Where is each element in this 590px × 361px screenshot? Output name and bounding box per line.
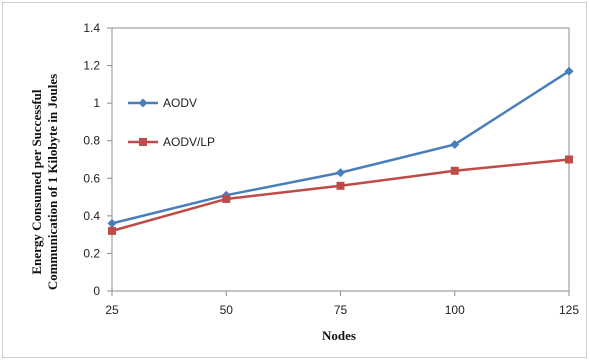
- data-point: [336, 181, 345, 190]
- data-point: [336, 168, 345, 178]
- y-tick-label: 1: [93, 96, 100, 110]
- x-tick-label: 125: [559, 303, 579, 317]
- y-tick-label: 0.4: [83, 209, 100, 223]
- legend-item: AODV: [128, 96, 197, 110]
- data-point: [107, 218, 117, 228]
- axis-tick-marks: [107, 27, 570, 296]
- legend: AODV AODV/LP: [128, 96, 215, 149]
- y-tick-label: 0.6: [83, 171, 100, 185]
- x-tick-label: 25: [105, 303, 119, 317]
- legend-label: AODV/LP: [163, 135, 215, 149]
- data-point: [222, 194, 231, 203]
- y-tick-label: 1.2: [83, 59, 100, 73]
- legend-label: AODV: [163, 96, 197, 110]
- data-point: [450, 139, 460, 149]
- x-axis-title: Nodes: [322, 328, 356, 343]
- series-group: [107, 66, 574, 235]
- series-aodv-lp: [108, 155, 573, 235]
- x-tick-label: 100: [445, 303, 465, 317]
- y-axis-title-line1: Energy Consumed per Successful: [29, 89, 44, 274]
- legend-marker: [139, 138, 147, 146]
- plot-area: [111, 27, 570, 292]
- y-tick-label: 0: [93, 284, 100, 298]
- x-tick-labels: 25 50 75 100 125: [105, 303, 579, 317]
- data-point: [564, 66, 574, 76]
- data-point: [450, 166, 459, 175]
- legend-item: AODV/LP: [128, 135, 215, 149]
- y-axis-title-line2: Communication of 1 Kilobyte in Joules: [45, 74, 60, 290]
- y-tick-label: 0.8: [83, 134, 100, 148]
- y-tick-label: 0.2: [83, 246, 100, 260]
- chart-frame: [2, 2, 587, 358]
- data-point: [565, 155, 573, 164]
- y-tick-label: 1.4: [83, 21, 100, 35]
- y-tick-labels: 0 0.2 0.4 0.6 0.8 1 1.2 1.4: [83, 21, 100, 298]
- data-point: [108, 226, 116, 235]
- x-tick-label: 50: [220, 303, 234, 317]
- legend-marker: [138, 98, 148, 108]
- x-tick-label: 75: [334, 303, 348, 317]
